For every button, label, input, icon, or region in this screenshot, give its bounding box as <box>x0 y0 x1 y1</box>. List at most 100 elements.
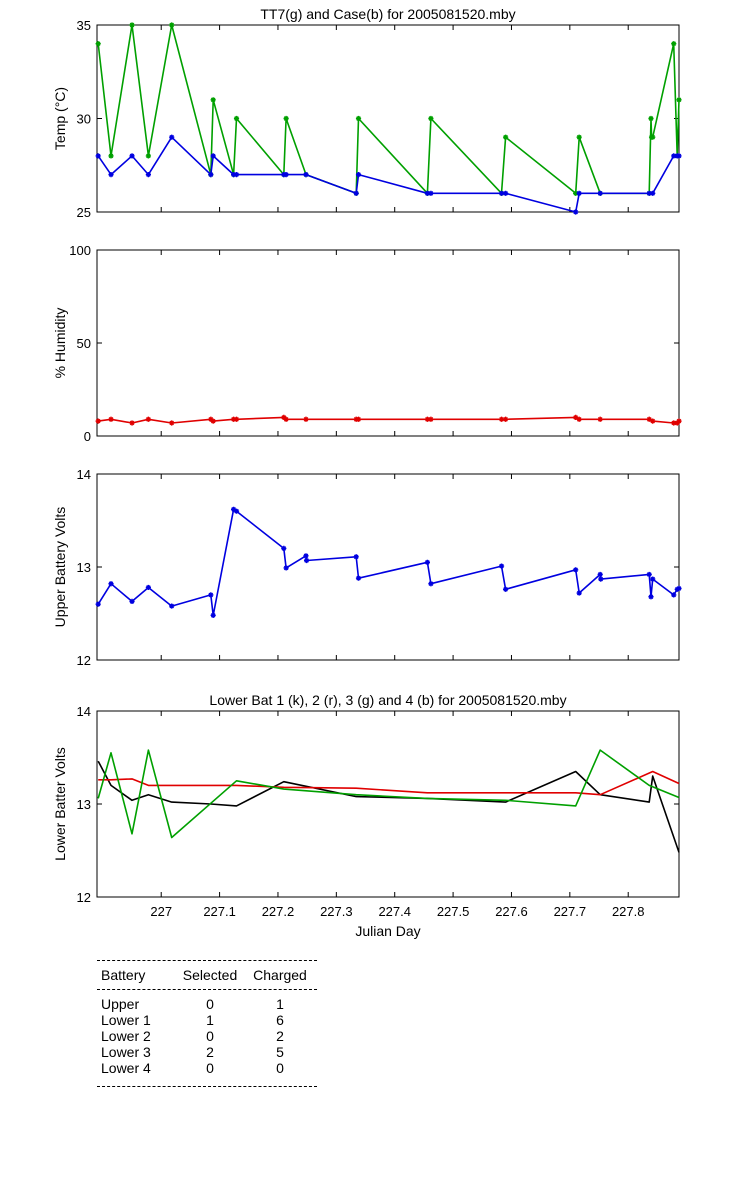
plot-frame <box>96 710 680 898</box>
data-point <box>129 22 135 28</box>
data-point <box>576 190 582 196</box>
data-point <box>576 590 582 596</box>
data-point <box>646 571 652 578</box>
data-point <box>283 565 289 571</box>
data-point <box>95 153 101 159</box>
x-tick-label: 227.4 <box>378 904 411 919</box>
y-tick-label: 50 <box>77 336 91 351</box>
row-charged: 0 <box>276 1060 284 1076</box>
y-tick-label: 25 <box>77 205 91 220</box>
row-battery: Lower 2 <box>101 1028 151 1044</box>
data-point <box>428 416 434 422</box>
data-point <box>650 190 656 196</box>
data-point <box>145 584 151 591</box>
data-point <box>108 581 114 587</box>
y-tick-label: 14 <box>77 704 91 719</box>
row-charged: 6 <box>276 1012 284 1028</box>
row-battery: Lower 3 <box>101 1044 151 1060</box>
data-point <box>355 416 362 422</box>
y-tick-label: 13 <box>77 797 91 812</box>
table-bottom-rule <box>97 1086 317 1087</box>
row-battery: Upper <box>101 996 140 1012</box>
data-point <box>233 416 240 422</box>
data-point <box>573 414 579 420</box>
data-point <box>676 153 682 159</box>
data-point <box>597 416 603 422</box>
y-tick-label: 100 <box>69 243 91 258</box>
battery-table: Battery Selected Charged Upper 0 1 Lower… <box>97 960 317 1087</box>
series-line <box>97 760 680 853</box>
row-selected: 0 <box>206 996 214 1012</box>
x-tick-label: 227.8 <box>612 904 645 919</box>
data-point <box>353 554 359 560</box>
series-line <box>98 416 680 424</box>
data-point <box>108 153 114 159</box>
data-point <box>498 416 505 422</box>
data-point <box>210 418 216 424</box>
data-point <box>208 416 214 422</box>
x-tick-label: 227.6 <box>495 904 528 919</box>
data-point <box>303 553 309 559</box>
y-tick-label: 30 <box>77 112 91 127</box>
y-axis-label: Lower Batter Volts <box>52 747 68 861</box>
plot-frame <box>96 473 680 661</box>
data-point <box>498 190 505 196</box>
data-point <box>671 592 677 598</box>
row-battery: Lower 1 <box>101 1012 151 1028</box>
data-point <box>355 575 362 581</box>
row-charged: 2 <box>276 1028 284 1044</box>
y-tick-label: 12 <box>77 890 91 905</box>
data-point <box>650 576 656 582</box>
data-point <box>210 97 216 103</box>
data-point <box>233 115 240 122</box>
header-battery: Battery <box>101 967 146 983</box>
y-tick-label: 14 <box>77 467 91 482</box>
data-point <box>597 571 603 578</box>
table-row: Lower 1 1 6 <box>97 1012 317 1028</box>
data-point <box>573 190 579 196</box>
data-point <box>233 508 240 514</box>
data-point <box>210 612 216 618</box>
table-row: Lower 2 0 2 <box>97 1028 317 1044</box>
data-point <box>573 209 579 215</box>
data-point <box>283 416 289 422</box>
data-point <box>503 586 509 592</box>
data-point <box>648 115 654 122</box>
series-line <box>98 770 680 796</box>
data-point <box>355 172 362 178</box>
data-point <box>428 115 434 122</box>
data-point <box>424 559 431 565</box>
row-charged: 5 <box>276 1044 284 1060</box>
data-point <box>230 416 237 422</box>
data-point <box>303 557 310 564</box>
data-point <box>108 172 114 178</box>
x-tick-label: 227.3 <box>320 904 353 919</box>
data-point <box>671 420 677 426</box>
data-point <box>145 416 151 422</box>
data-point <box>576 134 582 140</box>
data-point <box>281 545 287 551</box>
data-point <box>428 190 434 196</box>
chart-title: TT7(g) and Case(b) for 2005081520.mby <box>260 6 515 22</box>
table-header-rule <box>97 989 317 990</box>
data-point <box>129 420 135 426</box>
x-axis-label: Julian Day <box>355 923 420 939</box>
series-line <box>97 136 679 213</box>
header-selected: Selected <box>182 967 238 983</box>
data-point <box>230 172 237 178</box>
row-selected: 0 <box>206 1028 214 1044</box>
data-point <box>573 567 579 573</box>
y-tick-label: 13 <box>77 560 91 575</box>
data-point <box>503 134 509 140</box>
y-tick-label: 35 <box>77 18 91 33</box>
table-header-row: Battery Selected Charged <box>97 961 317 989</box>
data-point <box>210 153 216 159</box>
data-point <box>208 172 214 178</box>
y-axis-label: Upper Battery Volts <box>52 507 68 628</box>
y-tick-label: 0 <box>84 429 91 444</box>
row-charged: 1 <box>276 996 284 1012</box>
y-axis-label: Temp (°C) <box>52 87 68 150</box>
header-charged: Charged <box>253 967 307 983</box>
data-point <box>646 190 652 196</box>
data-point <box>353 190 359 196</box>
